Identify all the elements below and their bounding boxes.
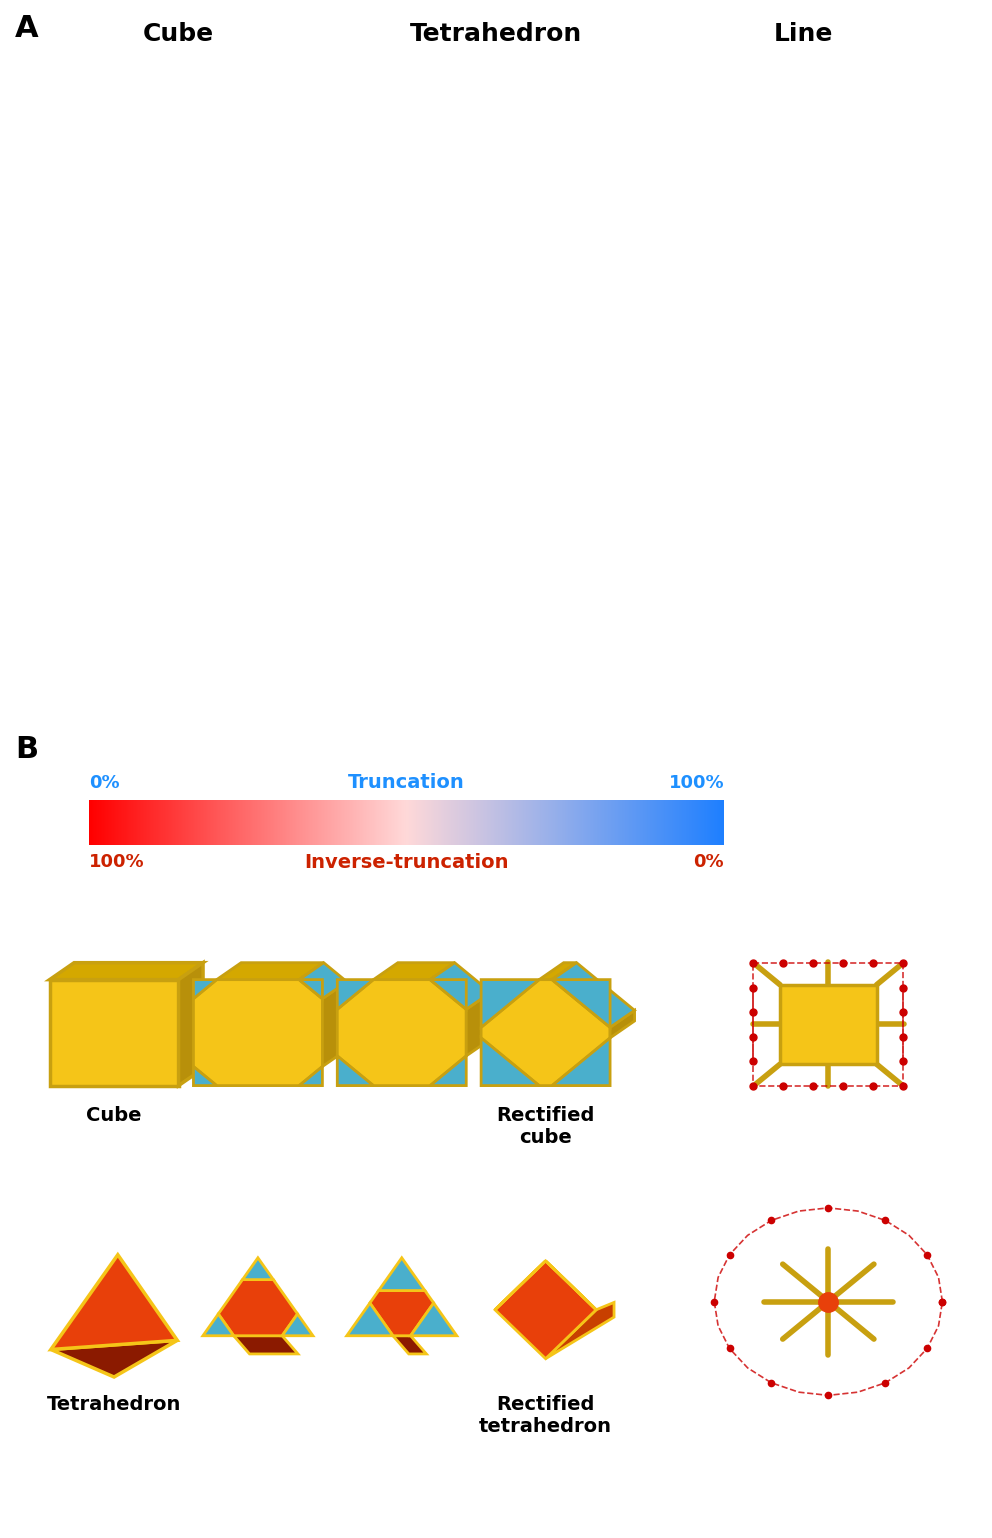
Polygon shape	[300, 963, 347, 998]
Polygon shape	[466, 992, 491, 1057]
Polygon shape	[337, 980, 373, 1009]
Polygon shape	[780, 984, 877, 1064]
Polygon shape	[51, 1255, 178, 1349]
Polygon shape	[552, 1038, 610, 1086]
Text: Tetrahedron: Tetrahedron	[47, 1395, 182, 1415]
Polygon shape	[51, 1340, 178, 1377]
Polygon shape	[322, 981, 347, 1066]
Polygon shape	[379, 1258, 425, 1290]
Text: 0%: 0%	[89, 774, 120, 792]
Text: 100%: 100%	[89, 854, 145, 872]
Text: Rectified
cube: Rectified cube	[496, 1106, 595, 1147]
Polygon shape	[193, 980, 216, 998]
Polygon shape	[431, 1057, 466, 1086]
Polygon shape	[481, 980, 610, 1086]
Polygon shape	[216, 963, 323, 980]
Polygon shape	[50, 963, 203, 980]
Polygon shape	[481, 1038, 540, 1086]
Text: A: A	[15, 14, 39, 43]
Polygon shape	[242, 1258, 274, 1280]
Polygon shape	[431, 963, 491, 1009]
Polygon shape	[393, 1335, 427, 1353]
Polygon shape	[610, 1010, 635, 1038]
Polygon shape	[337, 1057, 373, 1086]
Polygon shape	[552, 980, 610, 1027]
Polygon shape	[300, 980, 322, 998]
Polygon shape	[300, 1066, 322, 1086]
Text: Tetrahedron: Tetrahedron	[410, 22, 582, 46]
Polygon shape	[282, 1313, 312, 1335]
Text: Rectified
tetrahedron: Rectified tetrahedron	[479, 1395, 612, 1436]
Polygon shape	[218, 1280, 298, 1335]
Polygon shape	[50, 980, 179, 1086]
Polygon shape	[411, 1303, 456, 1335]
Polygon shape	[347, 1303, 393, 1335]
Text: Cube: Cube	[143, 22, 214, 46]
Polygon shape	[203, 1313, 234, 1335]
Polygon shape	[373, 963, 454, 980]
Polygon shape	[546, 1261, 596, 1310]
Polygon shape	[337, 980, 466, 1086]
Text: Truncation: Truncation	[348, 774, 465, 792]
Polygon shape	[495, 1261, 596, 1358]
Polygon shape	[193, 980, 322, 1086]
Polygon shape	[431, 980, 466, 1009]
Polygon shape	[370, 1290, 434, 1335]
Polygon shape	[552, 963, 635, 1027]
Text: B: B	[15, 735, 38, 764]
Text: 100%: 100%	[669, 774, 724, 792]
Polygon shape	[481, 980, 540, 1027]
Text: 0%: 0%	[693, 854, 724, 872]
Text: Line: Line	[774, 22, 833, 46]
Text: Cube: Cube	[86, 1106, 142, 1124]
Text: Inverse-truncation: Inverse-truncation	[305, 854, 509, 872]
Polygon shape	[546, 1303, 614, 1358]
Polygon shape	[234, 1335, 298, 1353]
Polygon shape	[193, 1066, 216, 1086]
Polygon shape	[179, 963, 203, 1086]
Polygon shape	[495, 1261, 546, 1310]
Polygon shape	[540, 963, 576, 980]
